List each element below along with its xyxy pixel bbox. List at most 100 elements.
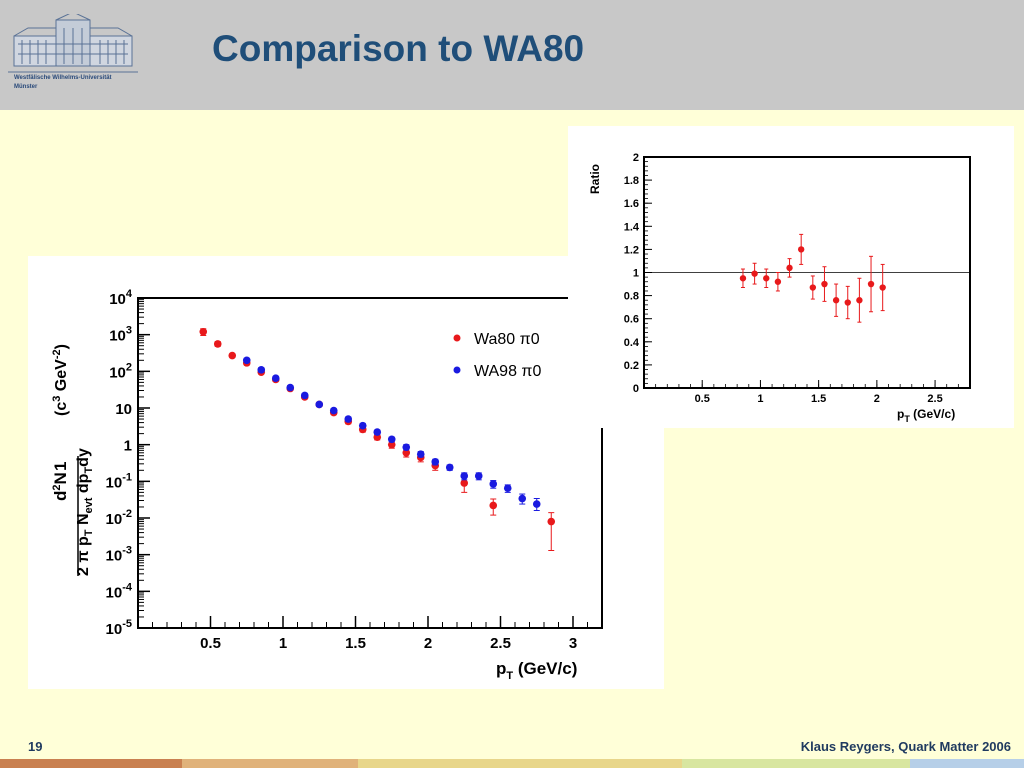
slide-title: Comparison to WA80 bbox=[212, 28, 585, 69]
ratio-y-tick-label: 1 bbox=[633, 268, 639, 280]
ratio-y-tick-label: 0.6 bbox=[624, 314, 639, 326]
footer-author: Klaus Reygers, Quark Matter 2006 bbox=[800, 739, 1011, 754]
wa98-point bbox=[387, 435, 396, 444]
ratio-frame bbox=[643, 156, 971, 389]
wa98-point bbox=[242, 356, 251, 365]
ratio-point bbox=[763, 275, 770, 282]
wa80-point bbox=[199, 327, 208, 336]
spectrum-legend: Wa80 π0 WA98 π0 bbox=[453, 331, 541, 380]
wa98-point bbox=[329, 406, 338, 415]
wa98-point bbox=[532, 500, 541, 508]
bottom-color-bar bbox=[0, 759, 1024, 768]
ratio-point bbox=[844, 299, 851, 306]
ratio-point bbox=[879, 284, 886, 291]
wa98-point bbox=[271, 374, 280, 382]
legend-marker-wa98 bbox=[453, 366, 461, 374]
wa98-point bbox=[344, 415, 353, 423]
wa80-point bbox=[547, 517, 556, 526]
wa98-point bbox=[300, 391, 309, 400]
ratio-x-tick-label: 1 bbox=[757, 393, 763, 405]
ratio-y-tick-label: 1.8 bbox=[624, 175, 639, 187]
ratio-y-tick-label: 0.2 bbox=[624, 360, 639, 372]
wa80-point bbox=[460, 479, 469, 487]
legend-label-wa98: WA98 π0 bbox=[474, 363, 541, 380]
ratio-point bbox=[821, 280, 828, 288]
wa98-point bbox=[315, 400, 324, 409]
wa98-point bbox=[460, 472, 469, 480]
ratio-point bbox=[774, 278, 782, 285]
ratio-y-tick-label: 0.8 bbox=[624, 291, 639, 303]
ylabel-units: (c3 GeV-2) bbox=[51, 344, 70, 416]
ratio-point bbox=[856, 297, 863, 304]
wa80-point bbox=[213, 340, 222, 348]
ratio-y-tick-label: 2 bbox=[633, 152, 639, 164]
ylabel-one: 1 bbox=[51, 462, 70, 471]
ratio-point bbox=[797, 246, 805, 253]
ratio-point bbox=[751, 270, 758, 277]
ylabel-d2n: d2N bbox=[51, 472, 70, 501]
ratio-xlabel: pT (GeV/c) bbox=[897, 407, 955, 424]
wa80-point bbox=[228, 351, 237, 360]
ylabel-2pi: 2 π pT Nevt dpTdy bbox=[75, 448, 95, 576]
ratio-y-tick-label: 1.6 bbox=[624, 198, 639, 210]
y-tick-label: 10-3 bbox=[106, 545, 132, 565]
ratio-y-tick-label: 0 bbox=[633, 383, 639, 395]
page-number: 19 bbox=[28, 739, 43, 754]
bottom-bar-segment bbox=[182, 759, 358, 768]
wa98-point bbox=[358, 421, 367, 430]
spectrum-ylabel: 2 π pT Nevt dpTdy 1 d2N (c3 GeV-2) bbox=[51, 344, 95, 576]
spectrum-chart-panel: 2 π pT Nevt dpTdy 1 d2N (c3 GeV-2) 0.5 1 1… bbox=[28, 256, 664, 689]
wa98-point bbox=[286, 383, 295, 392]
y-tick-label: 10-1 bbox=[106, 471, 132, 491]
y-tick-label: 10-5 bbox=[106, 618, 132, 638]
ratio-y-tick-label: 1.2 bbox=[624, 244, 639, 256]
legend-marker-wa80 bbox=[453, 334, 461, 342]
wa80-point bbox=[387, 440, 396, 449]
y-tick-label: 103 bbox=[109, 325, 132, 345]
ratio-chart-panel: Ratio 0.5 1 1.5 2 2.5 0 0.2 0.4 0.6 0.8 1 1.2 1.4 1.6… bbox=[568, 126, 1014, 428]
wa98-point bbox=[402, 443, 411, 452]
wa80-point bbox=[489, 501, 498, 510]
ratio-point bbox=[809, 284, 817, 291]
ratio-x-tick-label: 2.5 bbox=[927, 393, 942, 405]
x-tick-label: 3 bbox=[569, 635, 577, 652]
wa98-point bbox=[257, 366, 266, 374]
spectrum-points bbox=[199, 327, 556, 551]
wa80-point bbox=[402, 449, 411, 457]
university-name-line2: Münster bbox=[14, 84, 38, 90]
y-tick-label: 10-2 bbox=[106, 508, 132, 528]
university-logo bbox=[8, 14, 138, 73]
y-tick-label: 10-4 bbox=[106, 581, 133, 601]
y-tick-label: 104 bbox=[109, 288, 133, 308]
ratio-x-tick-label: 0.5 bbox=[695, 393, 710, 405]
wa98-point bbox=[474, 472, 483, 480]
ratio-y-tick-label: 1.4 bbox=[624, 221, 640, 233]
spectrum-chart: 2 π pT Nevt dpTdy 1 d2N (c3 GeV-2) 0.5 1 1… bbox=[51, 288, 603, 682]
ratio-y-tick-label: 0.4 bbox=[624, 337, 640, 349]
ratio-x-tick-label: 1.5 bbox=[811, 393, 826, 405]
university-name: Westfälische Wilhelms-Universität Münste… bbox=[14, 74, 112, 92]
bottom-bar-segment bbox=[682, 759, 910, 768]
bottom-bar-segment bbox=[0, 759, 182, 768]
x-tick-label: 2.5 bbox=[490, 635, 511, 652]
bottom-bar-segment bbox=[910, 759, 1024, 768]
spectrum-xlabel: pT (GeV/c) bbox=[496, 659, 577, 682]
spectrum-frame bbox=[137, 297, 603, 629]
university-name-line1: Westfälische Wilhelms-Universität bbox=[14, 75, 112, 81]
legend-label-wa80: Wa80 π0 bbox=[474, 331, 540, 348]
spectrum-ticks: 0.5 1 1.5 2 2.5 310410310210110-110-210-310-4… bbox=[106, 288, 588, 652]
x-tick-label: 1 bbox=[279, 635, 287, 652]
wa98-point bbox=[518, 494, 527, 503]
ratio-point bbox=[739, 275, 747, 282]
wa98-point bbox=[489, 480, 498, 488]
ratio-ticks: 0.5 1 1.5 2 2.5 0 0.2 0.4 0.6 0.8 1 1.2 1.4 1.6 1.8 2 bbox=[624, 152, 959, 405]
y-tick-label: 102 bbox=[109, 361, 132, 381]
wa98-point bbox=[373, 428, 382, 436]
x-tick-label: 0.5 bbox=[200, 635, 221, 652]
ratio-chart: Ratio 0.5 1 1.5 2 2.5 0 0.2 0.4 0.6 0.8 1 1.2 1.4 1.6… bbox=[588, 152, 971, 424]
wa98-point bbox=[416, 450, 425, 458]
ratio-ylabel: Ratio bbox=[588, 164, 602, 194]
wa98-point bbox=[445, 463, 454, 472]
bottom-bar-segment bbox=[358, 759, 682, 768]
y-tick-label: 1 bbox=[124, 438, 132, 455]
